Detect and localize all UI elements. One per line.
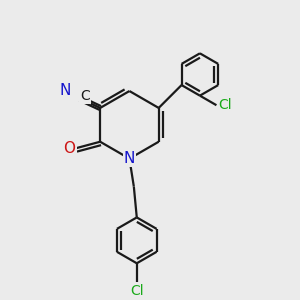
- Text: O: O: [64, 141, 76, 156]
- Text: C: C: [81, 89, 90, 103]
- Text: N: N: [124, 151, 135, 166]
- Text: N: N: [60, 83, 71, 98]
- Text: Cl: Cl: [218, 98, 232, 112]
- Text: Cl: Cl: [130, 284, 144, 298]
